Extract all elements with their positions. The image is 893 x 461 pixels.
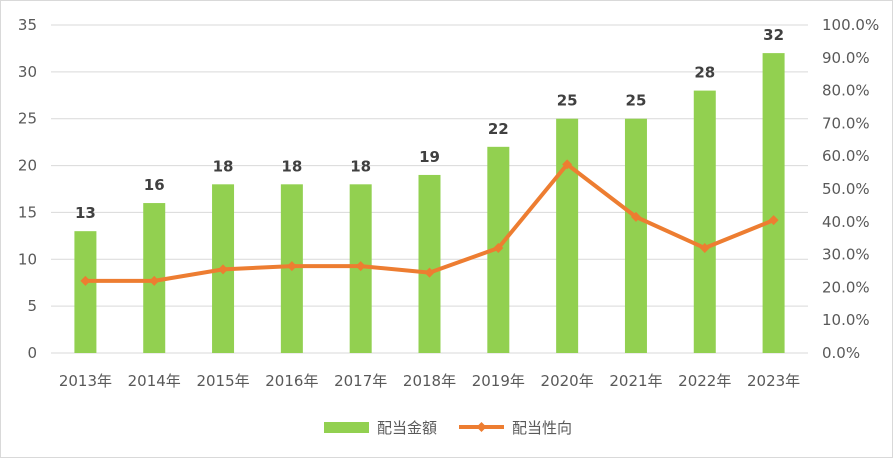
left-axis-tick-label: 5	[27, 297, 37, 315]
x-axis-tick-label: 2014年	[128, 372, 181, 390]
line-marker	[630, 211, 641, 222]
left-axis-tick-label: 15	[18, 203, 37, 221]
x-axis-tick-label: 2017年	[334, 372, 387, 390]
x-axis-tick-label: 2016年	[265, 372, 318, 390]
line-marker	[562, 159, 573, 170]
x-axis-tick-label: 2013年	[59, 372, 112, 390]
line-marker	[493, 243, 504, 254]
line-marker	[768, 215, 779, 226]
bar-data-label: 28	[694, 64, 715, 82]
x-axis-tick-label: 2020年	[541, 372, 594, 390]
right-axis-tick-label: 70.0%	[822, 114, 870, 132]
left-axis-tick-label: 25	[18, 110, 37, 128]
right-axis-tick-label: 60.0%	[822, 147, 870, 165]
left-axis-tick-label: 20	[18, 157, 37, 175]
right-axis-tick-label: 20.0%	[822, 278, 870, 296]
right-axis-tick-label: 80.0%	[822, 82, 870, 100]
x-axis-tick-label: 2023年	[747, 372, 800, 390]
right-axis-tick-label: 40.0%	[822, 213, 870, 231]
bar-series	[74, 53, 785, 353]
bar	[624, 118, 647, 353]
line-marker	[699, 243, 710, 254]
line-marker	[149, 275, 160, 286]
line-marker	[355, 261, 366, 272]
bar	[418, 174, 441, 353]
line-series	[80, 159, 779, 286]
left-axis-tick-label: 35	[18, 16, 37, 34]
data-labels: 13 16 18 18 18 19 22 25 25 28 32	[75, 26, 784, 222]
right-axis-ticks: 0.0% 10.0% 20.0% 30.0% 40.0% 50.0% 60.0% 70.0% 8…	[822, 16, 879, 362]
line-marker	[80, 275, 91, 286]
bar-data-label: 22	[488, 120, 509, 138]
bar-data-label: 25	[557, 92, 578, 110]
bar	[556, 118, 579, 353]
bar-data-label: 18	[213, 157, 234, 175]
right-axis-tick-label: 90.0%	[822, 49, 870, 67]
left-axis-ticks: 0 5 10 15 20 25 30 35	[18, 16, 37, 362]
legend-line-label: 配当性向	[512, 419, 572, 437]
x-axis-tick-label: 2018年	[403, 372, 456, 390]
line-marker	[286, 261, 297, 272]
bar	[762, 53, 785, 353]
bar-data-label: 16	[144, 176, 165, 194]
line-marker	[424, 267, 435, 278]
bar-data-label: 13	[75, 204, 96, 222]
left-axis-tick-label: 10	[18, 250, 37, 268]
right-axis-tick-label: 0.0%	[822, 344, 860, 362]
x-axis-tick-label: 2015年	[196, 372, 249, 390]
x-axis-ticks: 2013年 2014年 2015年 2016年 2017年 2018年 2019年 2020年…	[59, 372, 800, 390]
left-axis-tick-label: 30	[18, 63, 37, 81]
bar-data-label: 19	[419, 148, 440, 166]
bar-data-label: 18	[281, 157, 302, 175]
legend-bar-swatch	[324, 422, 369, 433]
line-marker	[218, 264, 229, 275]
x-axis-tick-label: 2022年	[678, 372, 731, 390]
bar-data-label: 25	[626, 92, 647, 110]
legend: 配当金額 配当性向	[324, 419, 572, 437]
x-axis-tick-label: 2019年	[472, 372, 525, 390]
bar	[693, 90, 716, 353]
right-axis-tick-label: 100.0%	[822, 16, 879, 34]
bar-data-label: 32	[763, 26, 784, 44]
right-axis-tick-label: 30.0%	[822, 246, 870, 264]
x-axis-tick-label: 2021年	[609, 372, 662, 390]
right-axis-tick-label: 50.0%	[822, 180, 870, 198]
legend-line-marker	[476, 422, 487, 432]
bar-data-label: 18	[350, 157, 371, 175]
legend-bar-label: 配当金額	[377, 419, 437, 437]
left-axis-tick-label: 0	[27, 344, 37, 362]
bar	[74, 231, 97, 353]
right-axis-tick-label: 10.0%	[822, 311, 870, 329]
